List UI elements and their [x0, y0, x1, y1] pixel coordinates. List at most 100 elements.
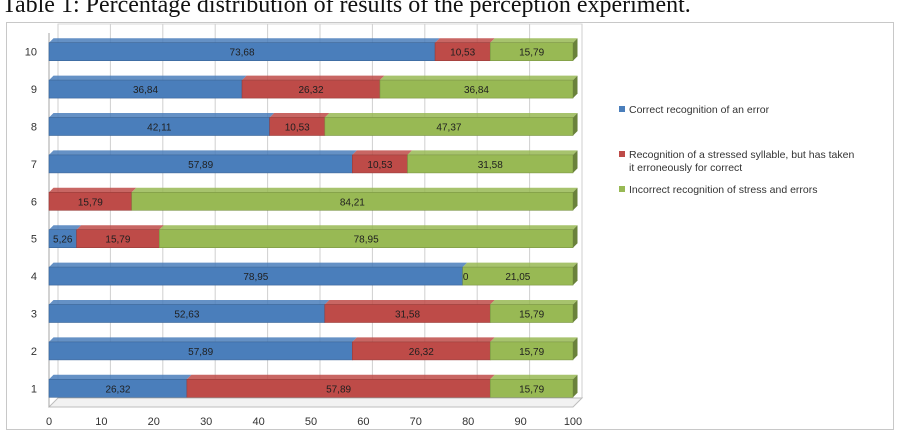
bar-top-face [352, 150, 413, 155]
x-tick-label: 60 [357, 416, 369, 428]
bar-top-face [49, 75, 247, 81]
bar-top-face [49, 225, 82, 230]
x-tick-label: 70 [410, 416, 422, 428]
y-tick-label: 1 [31, 383, 37, 395]
bar-top-face [435, 38, 495, 43]
bar-data-label: 52,63 [174, 310, 199, 321]
bar-top-face [131, 187, 578, 193]
legend-entry-line: Incorrect recognition of stress and erro… [629, 184, 818, 196]
bar-data-label: 5,26 [53, 235, 73, 246]
y-tick-label: 10 [25, 47, 37, 59]
bar-end-cap [573, 113, 578, 136]
chart-caption: Table 1: Percentage distribution of resu… [2, 0, 691, 18]
bar-top-face [49, 262, 468, 268]
x-tick-label: 30 [200, 416, 212, 428]
legend-entry-label: Correct recognition of an error [629, 104, 770, 116]
bar-top-face [490, 374, 578, 380]
bar-top-face [49, 150, 357, 155]
bar-top-face [186, 374, 495, 380]
bar-top-face [49, 113, 275, 118]
bar-end-cap [573, 225, 578, 248]
bar-data-label: 31,58 [395, 310, 420, 321]
bar-data-label: 21,05 [505, 272, 530, 283]
legend-swatch [619, 186, 625, 192]
bar-top-face [49, 300, 330, 305]
legend-entry-label: Incorrect recognition of stress and erro… [629, 184, 818, 196]
bar-end-cap [573, 150, 578, 173]
bar-end-cap [573, 75, 578, 99]
bar-top-face [49, 187, 137, 193]
bar-end-cap [573, 262, 578, 286]
legend-entry-label: Recognition of a stressed syllable, but … [629, 149, 854, 174]
legend-entry-line: Recognition of a stressed syllable, but … [629, 149, 854, 161]
y-tick-label: 2 [31, 346, 37, 358]
y-tick-label: 8 [31, 122, 37, 134]
bar-data-label: 47,37 [436, 123, 461, 134]
bar-top-face [159, 225, 578, 230]
bar-top-face [462, 262, 578, 268]
bar-segment [324, 117, 574, 136]
bar-top-face [490, 337, 578, 342]
bar-data-label: 15,79 [105, 235, 130, 246]
bar-data-label: 78,95 [354, 235, 379, 246]
bar-top-face [49, 337, 357, 342]
bar-top-face [324, 113, 578, 118]
bar-data-label: 57,89 [188, 347, 213, 358]
y-tick-label: 3 [31, 309, 37, 321]
bar-end-cap [573, 300, 578, 323]
x-tick-label: 50 [305, 416, 317, 428]
bar-data-label: 26,32 [105, 384, 130, 395]
legend-entry-line: Correct recognition of an error [629, 104, 770, 116]
legend-swatch [619, 106, 625, 112]
x-tick-label: 100 [564, 416, 582, 428]
bar-data-label: 0 [463, 272, 469, 283]
x-tick-label: 0 [46, 416, 52, 428]
bar-data-label: 15,79 [519, 384, 544, 395]
bar-data-label: 15,79 [519, 310, 544, 321]
bar-data-label: 10,53 [450, 48, 475, 59]
bar-top-face [490, 38, 578, 43]
bar-end-cap [573, 337, 578, 360]
bar-top-face [269, 113, 330, 118]
y-tick-label: 5 [31, 234, 37, 246]
x-tick-label: 20 [148, 416, 160, 428]
legend-swatch [619, 151, 625, 157]
bar-top-face [76, 225, 164, 230]
bar-top-face [242, 75, 385, 81]
x-tick-label: 10 [95, 416, 107, 428]
bar-top-face [490, 300, 578, 305]
bar-top-face [352, 337, 495, 342]
bar-end-cap [573, 38, 578, 61]
bar-data-label: 36,84 [133, 85, 158, 96]
bar-data-label: 73,68 [230, 48, 255, 59]
y-tick-label: 9 [31, 84, 37, 96]
bar-data-label: 15,79 [519, 347, 544, 358]
bar-data-label: 84,21 [340, 197, 365, 208]
bar-data-label: 26,32 [298, 85, 323, 96]
y-tick-label: 6 [31, 196, 37, 208]
bar-data-label: 10,53 [285, 123, 310, 134]
bar-data-label: 57,89 [188, 160, 213, 171]
bar-top-face [407, 150, 578, 155]
bar-data-label: 31,58 [478, 160, 503, 171]
x-tick-label: 40 [252, 416, 264, 428]
x-tick-label: 90 [514, 416, 526, 428]
bar-top-face [379, 75, 578, 81]
bar-data-label: 36,84 [464, 85, 489, 96]
y-tick-label: 7 [31, 159, 37, 171]
chart-frame: 0 10 20 30 40 50 60 70 80 90 100 1 26,32 57,89 15,79 2 5… [6, 22, 894, 430]
bar-data-label: 42,11 [147, 123, 172, 134]
bar-top-face [324, 300, 495, 305]
bar-data-label: 78,95 [243, 272, 268, 283]
x-tick-label: 80 [462, 416, 474, 428]
plot-floor [47, 397, 584, 408]
bar-top-face [49, 38, 440, 43]
y-tick-label: 4 [31, 271, 37, 283]
bar-end-cap [573, 187, 578, 211]
bar-data-label: 10,53 [367, 160, 392, 171]
bar-data-label: 15,79 [519, 48, 544, 59]
bar-top-face [49, 374, 192, 380]
bar-data-label: 57,89 [326, 384, 351, 395]
legend-entry-line: it erroneously for correct [629, 162, 742, 174]
